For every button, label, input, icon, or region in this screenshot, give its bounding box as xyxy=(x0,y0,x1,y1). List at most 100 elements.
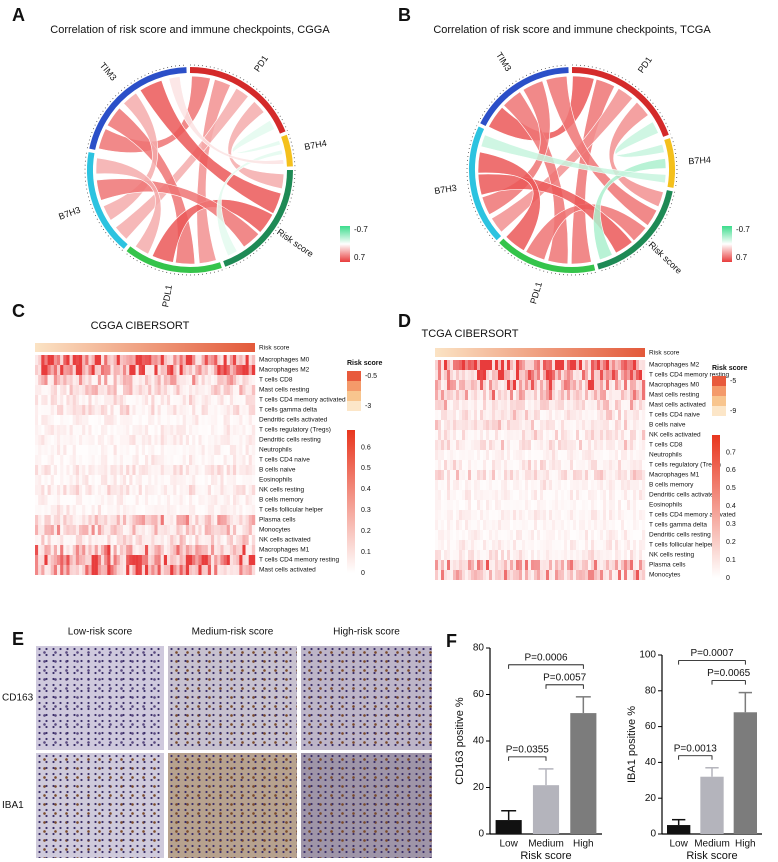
heatmap-cell xyxy=(453,450,457,460)
heatmap-cell xyxy=(66,435,70,445)
heatmap-cell xyxy=(69,545,73,555)
heatmap-cell xyxy=(173,535,177,545)
heatmap-cell xyxy=(157,535,161,545)
heatmap-cell xyxy=(531,550,535,560)
heatmap-cell xyxy=(600,440,604,450)
heatmap-cell xyxy=(126,545,130,555)
heatmap-cell xyxy=(239,515,243,525)
heatmap-cell xyxy=(465,410,469,420)
chord-segment xyxy=(89,67,187,150)
heatmap-cell xyxy=(145,365,149,375)
heatmap-cell xyxy=(588,360,592,370)
heatmap-cell xyxy=(66,505,70,515)
heatmap-cell xyxy=(63,355,67,365)
heatmap-cell xyxy=(507,440,511,450)
heatmap-cell xyxy=(516,440,520,450)
heatmap-row-label: Macrophages M2 xyxy=(649,362,700,369)
heatmap-cell xyxy=(116,545,121,555)
heatmap-cell xyxy=(546,560,550,570)
heatmap-cell xyxy=(248,475,253,485)
heatmap-cell xyxy=(207,435,212,445)
heatmap-cell xyxy=(69,555,73,565)
y-tick-label: 0 xyxy=(650,829,656,840)
heatmap-cell xyxy=(489,510,493,520)
heatmap-cell xyxy=(248,435,253,445)
heatmap-cell xyxy=(492,540,496,550)
heatmap-cell xyxy=(63,535,67,545)
heatmap-cell xyxy=(468,370,472,380)
heatmap-cell xyxy=(123,475,127,485)
heatmap-cell xyxy=(609,510,613,520)
heatmap-cell xyxy=(94,355,99,365)
heatmap-cell xyxy=(123,495,127,505)
heatmap-cell xyxy=(245,565,249,575)
heatmap-cell xyxy=(189,505,193,515)
heatmap-cell xyxy=(471,470,475,480)
heatmap-cell xyxy=(513,430,517,440)
heatmap-row-label: Neutrophils xyxy=(259,447,293,454)
heatmap-cell xyxy=(531,460,535,470)
heatmap-cell xyxy=(189,445,193,455)
heatmap-cell xyxy=(630,500,634,510)
heatmap-cell xyxy=(513,550,517,560)
panel-label: D xyxy=(398,311,411,331)
heatmap-cell xyxy=(450,490,454,500)
heatmap-cell xyxy=(107,565,111,575)
heatmap-cell xyxy=(591,460,595,470)
heatmap-cell xyxy=(107,425,111,435)
heatmap-cell xyxy=(135,405,139,415)
heatmap-cell xyxy=(129,425,133,435)
heatmap-cell xyxy=(189,535,193,545)
heatmap-cell xyxy=(132,365,136,375)
heatmap-cell xyxy=(633,360,637,370)
heatmap-cell xyxy=(94,525,99,535)
heatmap-cell xyxy=(110,555,114,565)
heatmap-cell xyxy=(633,450,637,460)
heatmap-cell xyxy=(636,450,640,460)
heatmap-cell xyxy=(123,425,127,435)
heatmap-cell xyxy=(501,530,505,540)
heatmap-cell xyxy=(198,445,202,455)
heatmap-cell xyxy=(606,480,610,490)
heatmap-cell xyxy=(239,535,243,545)
heatmap-cell xyxy=(525,470,529,480)
heatmap-cell xyxy=(176,365,180,375)
heatmap-cell xyxy=(621,520,625,530)
heatmap-cell xyxy=(573,510,577,520)
heatmap-cell xyxy=(633,410,637,420)
heatmap-cell xyxy=(129,515,133,525)
heatmap-cell xyxy=(195,415,199,425)
heatmap-cell xyxy=(639,380,643,390)
heatmap-cell xyxy=(88,415,92,425)
heatmap-cell xyxy=(600,520,604,530)
scale-tick: 0.2 xyxy=(726,539,736,546)
heatmap-cell xyxy=(229,375,234,385)
heatmap-cell xyxy=(176,505,180,515)
heatmap-row-label: B cells memory xyxy=(259,497,304,504)
heatmap-cell xyxy=(179,365,183,375)
heatmap-cell xyxy=(176,525,180,535)
heatmap-cell xyxy=(233,445,237,455)
heatmap-cell xyxy=(110,505,114,515)
heatmap-row-label: NK cells activated xyxy=(649,432,701,439)
chord-ribbon xyxy=(115,87,249,240)
heatmap-cell xyxy=(85,535,89,545)
heatmap-cell xyxy=(534,500,538,510)
heatmap-cell xyxy=(85,445,89,455)
comparison-bracket xyxy=(678,755,713,760)
heatmap-cell xyxy=(438,510,442,520)
heatmap-cell xyxy=(126,355,130,365)
heatmap-cell xyxy=(516,570,520,580)
heatmap-cell xyxy=(627,470,631,480)
heatmap-cell xyxy=(552,360,556,370)
heatmap-cell xyxy=(606,360,610,370)
heatmap-cell xyxy=(47,455,51,465)
heatmap-cell xyxy=(495,530,499,540)
heatmap-cell xyxy=(148,425,152,435)
heatmap-cell xyxy=(233,425,237,435)
heatmap-cell xyxy=(543,460,547,470)
heatmap-cell xyxy=(603,570,607,580)
heatmap-cell xyxy=(534,380,538,390)
heatmap-cell xyxy=(207,365,212,375)
heatmap-cell xyxy=(229,465,234,475)
